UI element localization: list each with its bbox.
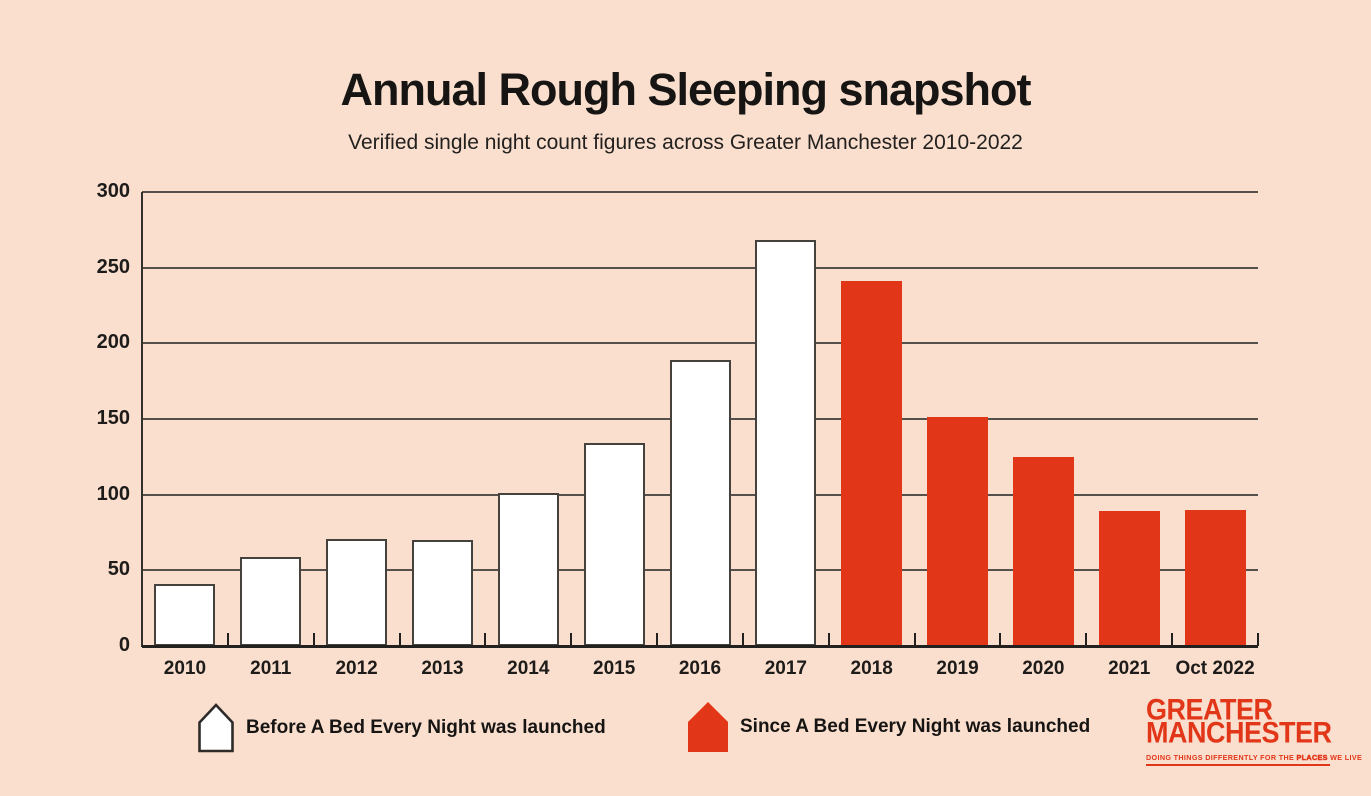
- logo-line-manchester: MANCHESTER: [1146, 716, 1332, 750]
- y-tick-label-50: 50: [107, 558, 130, 581]
- x-tick-label-2010: 2010: [163, 658, 207, 679]
- x-axis-tick: [1085, 633, 1088, 646]
- x-tick-label-2016: 2016: [678, 658, 722, 679]
- bar-2019: [927, 417, 989, 646]
- x-axis-tick: [484, 633, 487, 646]
- x-axis-tick: [570, 633, 573, 646]
- legend-item-since: Since A Bed Every Night was launched: [688, 702, 1090, 752]
- y-tick-label-100: 100: [96, 482, 130, 505]
- bar-2010: [154, 584, 216, 646]
- logo-tagline-pre: DOING THINGS DIFFERENTLY FOR THE: [1146, 752, 1297, 762]
- x-axis-tick: [827, 633, 830, 646]
- logo-tagline-post: WE LIVE: [1327, 752, 1363, 762]
- chart-title: Annual Rough Sleeping snapshot: [340, 64, 1032, 115]
- bar-oct-2022: [1184, 510, 1246, 646]
- gridline-0: [142, 645, 1258, 648]
- x-axis-tick: [741, 633, 744, 646]
- bar-2015: [583, 443, 645, 646]
- x-tick-label-2011: 2011: [250, 658, 292, 679]
- house-icon: [198, 703, 234, 753]
- bar-2011: [240, 557, 302, 646]
- bar-2018: [841, 281, 903, 646]
- x-tick-label-2017: 2017: [764, 658, 807, 679]
- bar-2021: [1098, 511, 1160, 646]
- x-tick-label-2021: 2021: [1108, 658, 1151, 679]
- x-axis-tick: [999, 633, 1002, 646]
- y-tick-label-200: 200: [96, 331, 130, 354]
- legend-label-before: Before A Bed Every Night was launched: [246, 717, 606, 738]
- house-icon: [688, 702, 728, 752]
- y-tick-label-0: 0: [118, 634, 130, 656]
- x-axis-tick: [226, 633, 229, 646]
- chart-subtitle: Verified single night count figures acro…: [348, 131, 1023, 154]
- legend-item-before: Before A Bed Every Night was launched: [198, 703, 606, 753]
- logo-underline: [1146, 763, 1330, 766]
- x-axis-tick: [913, 633, 916, 646]
- bar-2016: [669, 360, 731, 646]
- bar-2012: [326, 539, 388, 646]
- x-tick-label-2014: 2014: [507, 658, 550, 679]
- x-axis-tick: [1171, 633, 1174, 646]
- x-axis-tick: [398, 633, 401, 646]
- bar-2013: [411, 540, 473, 646]
- x-tick-label-oct-2022: Oct 2022: [1175, 658, 1255, 679]
- logo-tagline-strong: PLACES: [1296, 752, 1328, 763]
- y-axis-line: [141, 192, 143, 647]
- x-tick-label-2019: 2019: [936, 658, 979, 679]
- bar-2017: [755, 240, 817, 646]
- x-tick-label-2015: 2015: [593, 658, 636, 679]
- house-shape-since: [688, 702, 728, 752]
- x-tick-label-2013: 2013: [421, 658, 464, 679]
- x-tick-label-2012: 2012: [335, 658, 378, 679]
- logo-tagline: DOING THINGS DIFFERENTLY FOR THE PLACES …: [1146, 752, 1362, 763]
- bar-2014: [497, 493, 559, 646]
- x-axis-tick: [656, 633, 659, 646]
- legend-label-since: Since A Bed Every Night was launched: [740, 716, 1091, 737]
- gridline-300: [142, 191, 1258, 193]
- x-tick-label-2018: 2018: [850, 658, 893, 679]
- y-tick-label-250: 250: [96, 255, 130, 278]
- gridline-200: [142, 342, 1258, 345]
- y-tick-label-300: 300: [96, 180, 130, 202]
- house-shape-before: [198, 703, 234, 753]
- x-tick-label-2020: 2020: [1022, 658, 1065, 679]
- bar-2020: [1012, 457, 1074, 646]
- gridline-250: [142, 266, 1258, 269]
- y-tick-label-150: 150: [96, 407, 130, 429]
- x-axis-tick: [1257, 633, 1259, 646]
- logo-line-greater: GREATER: [1146, 693, 1273, 727]
- greater-manchester-logo: GREATER MANCHESTER DOING THINGS DIFFEREN…: [1146, 693, 1362, 766]
- x-axis-tick: [312, 633, 315, 646]
